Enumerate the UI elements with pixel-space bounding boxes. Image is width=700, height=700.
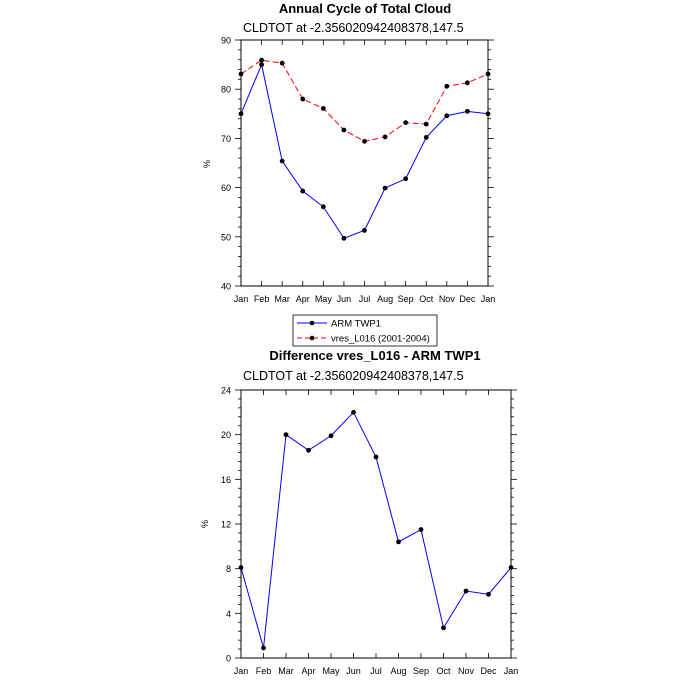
chart2-series-line bbox=[240, 411, 512, 649]
chart2-xtick-label: Jun bbox=[346, 666, 361, 676]
chart2-ytick-label: 4 bbox=[226, 609, 231, 619]
chart1-data-point bbox=[465, 80, 470, 86]
chart2-ytick-label: 0 bbox=[226, 654, 231, 664]
legend-marker-vres bbox=[309, 335, 315, 341]
chart1-subtitle: CLDTOT at -2.356020942408378,147.5 bbox=[243, 21, 464, 35]
chart1-data-point bbox=[465, 108, 470, 114]
chart2-subtitle: CLDTOT at -2.356020942408378,147.5 bbox=[243, 369, 464, 383]
chart1-xtick-label: Jan bbox=[481, 294, 496, 304]
chart2-data-point bbox=[261, 645, 266, 651]
chart2-data-point bbox=[396, 539, 401, 545]
chart2-xtick-label: Sep bbox=[413, 666, 429, 676]
chart1-series-line bbox=[240, 59, 489, 142]
chart2-xtick-label: Aug bbox=[390, 666, 406, 676]
chart2-xtick-label: Jan bbox=[234, 666, 249, 676]
chart2-xtick-label: Oct bbox=[436, 666, 451, 676]
chart1-xtick-label: Jul bbox=[359, 294, 371, 304]
chart2-xtick-label: Jul bbox=[370, 666, 382, 676]
chart2-data-point bbox=[306, 447, 311, 453]
chart2-data-point bbox=[463, 588, 469, 594]
chart2-data-point bbox=[328, 433, 334, 439]
chart1-data-point bbox=[423, 135, 429, 140]
chart1-data-point bbox=[279, 158, 285, 164]
chart2-xtick-label: Apr bbox=[301, 666, 315, 676]
chart1-data-point bbox=[403, 120, 409, 126]
chart1-xtick-label: Apr bbox=[296, 294, 310, 304]
chart1-ytick-label: 80 bbox=[221, 85, 231, 95]
chart1-data-point bbox=[444, 83, 450, 89]
chart1-ytick-label: 60 bbox=[221, 183, 231, 193]
legend-label-vres: vres_L016 (2001-2004) bbox=[331, 334, 430, 345]
difference-chart: Difference vres_L016 - ARM TWP1 CLDTOT a… bbox=[200, 348, 518, 676]
chart1-series-line bbox=[240, 62, 489, 239]
chart1-data-point bbox=[279, 60, 285, 66]
chart1-data-point bbox=[259, 57, 264, 63]
chart1-data-point bbox=[423, 121, 429, 127]
chart1-xtick-label: Nov bbox=[439, 294, 456, 304]
chart1-data-point bbox=[341, 127, 347, 133]
chart1-ytick-label: 70 bbox=[221, 134, 231, 144]
chart1-xtick-label: Aug bbox=[377, 294, 393, 304]
chart2-data-point bbox=[486, 591, 491, 597]
chart1-plot-frame bbox=[240, 39, 489, 287]
legend-box bbox=[292, 314, 438, 347]
chart1-data-point bbox=[300, 96, 306, 102]
chart1-legend: ARM TWP1 vres_L016 (2001-2004) bbox=[292, 314, 438, 347]
chart1-data-point bbox=[444, 113, 450, 119]
chart1-xtick-label: May bbox=[315, 294, 333, 304]
chart2-xtick-label: Feb bbox=[256, 666, 272, 676]
chart1-xtick-label: Feb bbox=[254, 294, 270, 304]
chart1-title: Annual Cycle of Total Cloud bbox=[279, 1, 451, 16]
chart2-xtick-label: Nov bbox=[458, 666, 475, 676]
chart1-xtick-label: Dec bbox=[459, 294, 476, 304]
chart1-data-point bbox=[300, 188, 306, 194]
chart1-data-point bbox=[403, 176, 409, 182]
chart2-plot-frame bbox=[240, 389, 512, 659]
chart1-data-point bbox=[259, 62, 264, 67]
chart1-data-point bbox=[382, 134, 388, 140]
chart1-xtick-label: Jan bbox=[234, 294, 249, 304]
chart1-xtick-label: Oct bbox=[419, 294, 434, 304]
chart1-ytick-label: 50 bbox=[221, 232, 231, 242]
chart1-xtick-label: Mar bbox=[274, 294, 290, 304]
chart2-xtick-label: Jan bbox=[504, 666, 519, 676]
chart1-data-point bbox=[341, 235, 347, 241]
chart1-ylabel: % bbox=[202, 160, 212, 168]
chart2-data-point bbox=[418, 527, 424, 532]
chart2-data-point bbox=[283, 432, 289, 438]
annual-cycle-chart: Annual Cycle of Total Cloud CLDTOT at -2… bbox=[202, 1, 496, 347]
chart2-data-point bbox=[441, 625, 446, 631]
chart2-title: Difference vres_L016 - ARM TWP1 bbox=[269, 348, 480, 363]
chart2-data-point bbox=[373, 454, 379, 460]
chart1-data-point bbox=[320, 204, 326, 210]
chart2-ytick-label: 24 bbox=[221, 386, 231, 396]
chart2-xtick-label: Mar bbox=[278, 666, 294, 676]
chart1-data-point bbox=[382, 185, 388, 191]
chart2-ytick-label: 12 bbox=[221, 520, 231, 530]
chart1-data-point bbox=[362, 228, 367, 233]
chart2-ylabel: % bbox=[200, 520, 210, 528]
chart1-xtick-label: Jun bbox=[337, 294, 352, 304]
chart2-ytick-label: 20 bbox=[221, 430, 231, 440]
chart1-data-point bbox=[362, 138, 367, 144]
chart2-data-point bbox=[351, 409, 356, 415]
chart1-xtick-label: Sep bbox=[398, 294, 414, 304]
chart1-ytick-label: 90 bbox=[221, 36, 231, 46]
legend-marker-arm bbox=[309, 320, 315, 326]
chart2-ytick-label: 8 bbox=[226, 564, 231, 574]
chart1-ytick-label: 40 bbox=[221, 282, 231, 292]
chart2-xtick-label: May bbox=[322, 666, 340, 676]
chart2-ytick-label: 16 bbox=[221, 475, 231, 485]
chart2-xtick-label: Dec bbox=[480, 666, 497, 676]
legend-label-arm: ARM TWP1 bbox=[331, 319, 381, 330]
chart1-data-point bbox=[320, 105, 326, 111]
